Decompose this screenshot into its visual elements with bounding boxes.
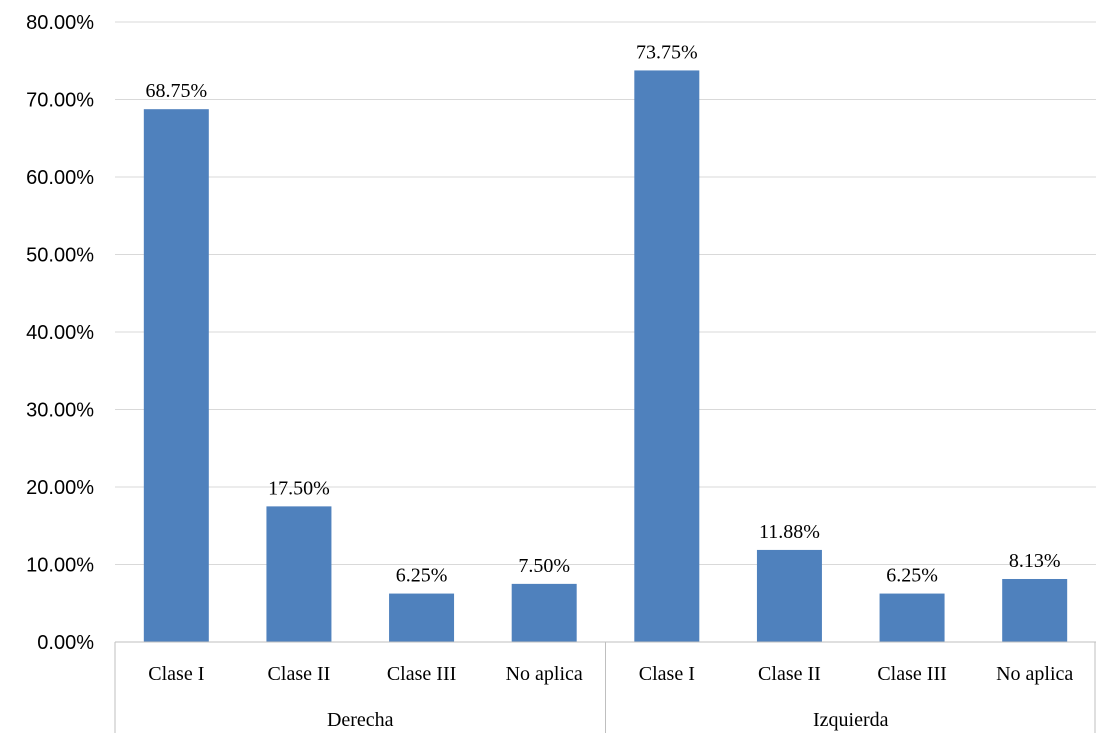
x-group-label: Derecha [327, 709, 394, 731]
y-tick-label: 20.00% [26, 477, 94, 499]
y-tick-label: 50.00% [26, 245, 94, 267]
x-group-label: Izquierda [813, 709, 889, 731]
bar [511, 583, 577, 642]
bar [1002, 578, 1068, 642]
bar [756, 549, 822, 642]
y-tick-label: 10.00% [26, 555, 94, 577]
y-tick-label: 30.00% [26, 400, 94, 422]
x-category-label: No aplica [506, 663, 583, 685]
data-label: 73.75% [636, 41, 698, 63]
bar [143, 109, 209, 642]
y-tick-label: 70.00% [26, 90, 94, 112]
data-labels: 68.75% 17.50% 6.25% 7.50% 73.75% 11.88% 6.25% 8… [145, 41, 1060, 586]
data-label: 11.88% [759, 521, 820, 543]
gridlines [115, 21, 1096, 565]
x-category-label: No aplica [996, 663, 1073, 685]
data-label: 17.50% [268, 477, 330, 499]
x-category-label: Clase III [387, 663, 456, 685]
y-tick-label: 0.00% [37, 632, 94, 654]
bar [266, 506, 332, 642]
bar [634, 70, 700, 642]
data-label: 8.13% [1009, 550, 1061, 572]
bar [389, 593, 455, 642]
y-tick-label: 60.00% [26, 167, 94, 189]
y-tick-label: 40.00% [26, 322, 94, 344]
bar [879, 593, 945, 642]
x-category-label: Clase I [639, 663, 695, 685]
y-tick-label: 80.00% [26, 12, 94, 34]
x-category-label: Clase II [758, 663, 821, 685]
data-label: 6.25% [886, 565, 938, 587]
x-category-label: Clase I [148, 663, 204, 685]
x-category-label: Clase II [268, 663, 331, 685]
data-label: 6.25% [396, 565, 448, 587]
axes: 0.00% 10.00% 20.00% 30.00% 40.00% 50.00% 60.00… [26, 12, 1096, 733]
bars [143, 70, 1068, 642]
x-category-label: Clase III [877, 663, 946, 685]
data-label: 7.50% [518, 555, 570, 577]
data-label: 68.75% [145, 80, 207, 102]
